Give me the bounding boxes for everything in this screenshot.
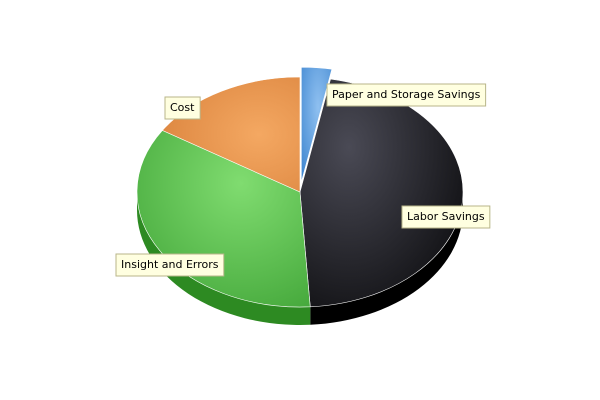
slice-label-insight-and-errors: Insight and Errors [115, 253, 225, 277]
pie-slices [136, 66, 464, 308]
slice-paper-and-storage-savings[interactable] [301, 66, 333, 183]
slice-side-labor-savings [310, 192, 463, 325]
slice-label-box [115, 253, 225, 277]
slice-label-text: Labor Savings [407, 210, 485, 223]
pie-sides [137, 192, 463, 325]
slice-labor-savings[interactable] [299, 78, 464, 308]
slice-label-text: Insight and Errors [121, 258, 219, 271]
slice-label-labor-savings: Labor Savings [401, 205, 491, 229]
slice-side-insight-and-errors [137, 192, 311, 325]
slice-label-box [401, 205, 491, 229]
slice-label-paper-and-storage-savings: Paper and Storage Savings [326, 83, 487, 107]
slice-label-box [326, 83, 487, 107]
slice-label-box [164, 96, 201, 120]
pie-labels: Paper and Storage Savings Labor Savings In… [115, 83, 491, 277]
slice-label-text: Paper and Storage Savings [332, 88, 481, 101]
slice-label-text: Cost [170, 101, 195, 114]
slice-label-cost: Cost [164, 96, 201, 120]
